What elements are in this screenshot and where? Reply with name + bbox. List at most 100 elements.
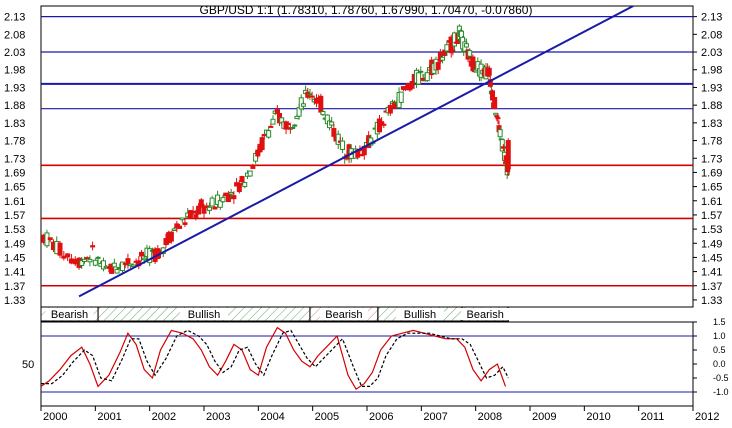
candle-up bbox=[95, 256, 101, 259]
price-y-tick-label: 1.61 bbox=[701, 196, 722, 208]
candle-down bbox=[198, 199, 204, 207]
band-label-bg bbox=[179, 308, 229, 320]
candle-up bbox=[440, 56, 446, 61]
candle-down bbox=[190, 210, 196, 214]
price-y-tick-label-left: 1.73 bbox=[4, 153, 25, 165]
candle-up bbox=[147, 248, 153, 264]
band-label: Bullish bbox=[404, 309, 436, 321]
price-y-tick-label: 1.83 bbox=[701, 118, 722, 130]
candle-down bbox=[381, 123, 387, 126]
price-y-tick-label: 1.98 bbox=[701, 65, 722, 77]
x-tick-label: 2012 bbox=[695, 411, 719, 423]
candle-up bbox=[320, 111, 326, 116]
candle-down bbox=[65, 253, 71, 258]
price-y-tick-label: 1.73 bbox=[701, 153, 722, 165]
candle-up bbox=[242, 182, 248, 188]
candle-down bbox=[236, 182, 242, 193]
price-y-tick-label: 1.33 bbox=[701, 295, 722, 307]
candle-down bbox=[250, 165, 256, 169]
oscillator-y-tick-label: 1.0 bbox=[713, 331, 726, 341]
candle-down bbox=[500, 146, 506, 149]
candle-down bbox=[84, 257, 90, 260]
candle-down bbox=[125, 258, 131, 266]
candle-down bbox=[285, 122, 291, 126]
candle-up bbox=[79, 260, 85, 266]
candle-up bbox=[100, 260, 106, 270]
candle-down bbox=[201, 205, 207, 214]
price-y-tick-label-left: 1.98 bbox=[4, 65, 25, 77]
price-y-tick-label-left: 1.93 bbox=[4, 82, 25, 94]
price-y-tick-label: 2.13 bbox=[701, 12, 722, 24]
candle-down bbox=[261, 134, 267, 137]
oscillator-panel-frame bbox=[40, 321, 694, 407]
trendline bbox=[78, 6, 634, 298]
candle-up bbox=[247, 170, 253, 177]
band-label-bg bbox=[319, 308, 368, 320]
price-y-tick-label: 1.45 bbox=[701, 252, 722, 264]
candle-up bbox=[463, 43, 469, 48]
candle-down bbox=[47, 237, 53, 241]
price-y-tick-label-left: 1.83 bbox=[4, 118, 25, 130]
candle-up bbox=[111, 262, 117, 268]
band-label-bg bbox=[45, 308, 94, 320]
candle-down bbox=[90, 245, 96, 248]
candle-down bbox=[182, 222, 188, 225]
x-tick-label: 2004 bbox=[260, 411, 284, 423]
price-y-tick-label: 1.93 bbox=[701, 82, 722, 94]
candle-up bbox=[114, 268, 120, 274]
oscillator-y-tick-label: -1.0 bbox=[713, 387, 729, 397]
price-y-tick-label-left: 1.53 bbox=[4, 224, 25, 236]
candle-up bbox=[499, 139, 505, 152]
price-y-tick-label: 1.57 bbox=[701, 210, 722, 222]
candle-down bbox=[505, 140, 511, 170]
candle-down bbox=[409, 80, 415, 89]
x-tick-label: 2009 bbox=[532, 411, 556, 423]
candle-up bbox=[171, 228, 177, 231]
price-y-tick-label-left: 1.69 bbox=[4, 167, 25, 179]
price-y-tick-label: 1.37 bbox=[701, 281, 722, 293]
candle-down bbox=[403, 88, 409, 91]
price-y-tick-label-left: 2.08 bbox=[4, 29, 25, 41]
candle-down bbox=[212, 206, 218, 210]
x-tick-label: 2001 bbox=[97, 411, 121, 423]
candle-up bbox=[335, 133, 341, 145]
candle-down bbox=[309, 95, 315, 98]
candle-down bbox=[387, 104, 393, 114]
oscillator-signal-line bbox=[41, 329, 509, 387]
candle-down bbox=[435, 62, 441, 70]
price-y-tick-label-left: 2.13 bbox=[4, 12, 25, 24]
price-y-tick-label-left: 1.78 bbox=[4, 136, 25, 148]
candle-up bbox=[270, 118, 276, 125]
candle-up bbox=[292, 124, 298, 127]
candle-up bbox=[141, 257, 147, 261]
band-label: Bearish bbox=[467, 309, 504, 321]
candle-down bbox=[492, 97, 498, 110]
candle-up bbox=[87, 258, 93, 263]
price-y-tick-label-left: 1.57 bbox=[4, 210, 25, 222]
oscillator-left-label: 50 bbox=[22, 359, 34, 371]
price-y-tick-label: 1.78 bbox=[701, 136, 722, 148]
price-y-tick-label-left: 1.33 bbox=[4, 295, 25, 307]
oscillator-plot-area bbox=[41, 326, 693, 393]
price-y-tick-label-left: 1.37 bbox=[4, 281, 25, 293]
candle-up bbox=[497, 129, 503, 138]
candle-down bbox=[239, 176, 245, 183]
band-label: Bullish bbox=[188, 309, 220, 321]
candle-down bbox=[177, 225, 183, 229]
candle-up bbox=[329, 121, 335, 126]
price-y-tick-label-left: 2.03 bbox=[4, 47, 25, 59]
band-label: Bearish bbox=[325, 309, 362, 321]
x-tick-label: 2008 bbox=[478, 411, 502, 423]
candle-up bbox=[179, 217, 185, 221]
candle-up bbox=[206, 206, 212, 211]
band-label-bg bbox=[395, 308, 445, 320]
candle-up bbox=[398, 91, 404, 103]
candle-up bbox=[300, 103, 306, 107]
price-plot-area bbox=[41, 6, 693, 298]
candle-up bbox=[92, 259, 98, 266]
candle-down bbox=[495, 117, 501, 120]
candle-up bbox=[220, 197, 226, 203]
candle-down bbox=[486, 67, 492, 76]
